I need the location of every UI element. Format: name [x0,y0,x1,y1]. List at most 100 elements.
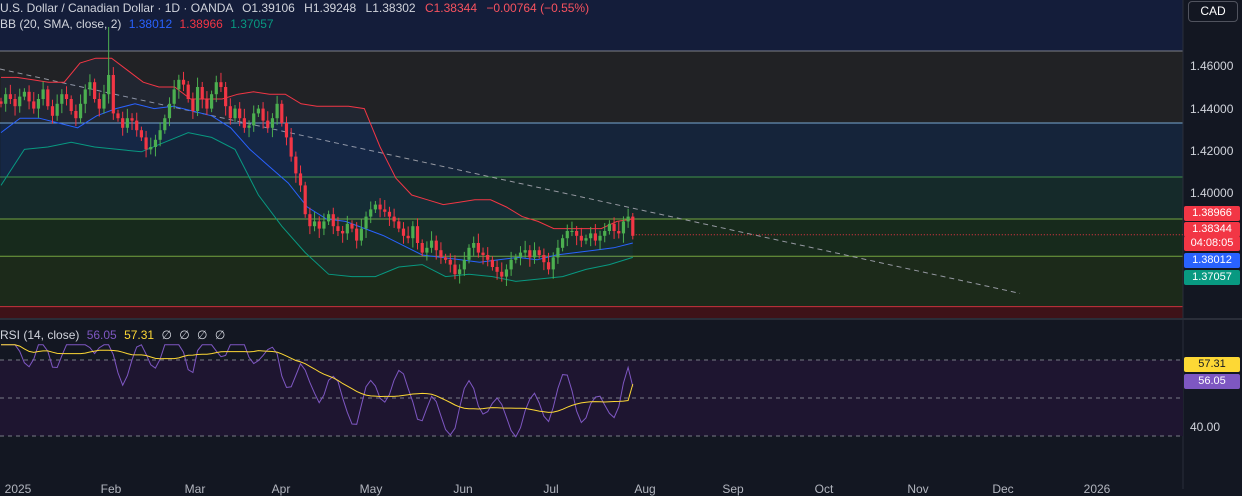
candle-body [60,94,64,104]
candle-body [41,89,45,99]
ohlc-open: O1.39106 [242,1,295,15]
candle-body [434,240,438,251]
time-tick: Oct [814,482,834,496]
candle-body [238,108,242,119]
candle-body [88,82,92,90]
candle-body [612,223,616,231]
price-tick: 1.44000 [1190,102,1234,116]
time-tick: 2026 [1083,482,1111,496]
candle-body [130,118,134,121]
candle-body [593,233,597,241]
candle-body [111,75,115,114]
candle-body [22,91,26,97]
candle-body [228,106,232,119]
candle-body [626,216,630,222]
symbol-title: U.S. Dollar / Canadian Dollar · 1D · OAN… [0,1,233,15]
bb-lower-value: 1.37057 [230,17,274,31]
candle-body [392,216,396,222]
time-tick: Apr [271,482,291,496]
candle-body [317,221,321,229]
time-tick: Sep [722,482,744,496]
candle-body [444,257,448,260]
price-tick: 1.40000 [1190,186,1234,200]
candle-body [561,238,565,248]
candle-body [102,94,106,109]
candle-body [528,250,532,258]
candle-body [27,91,31,102]
candle-body [509,259,513,270]
bb-basis-line [0,103,633,263]
candle-body [345,223,349,234]
rsi-value: 56.05 [86,328,117,342]
candle-body [219,82,223,87]
rsi-legend[interactable]: RSI (14, close) 56.05 57.31 ∅ ∅ ∅ ∅ [0,328,225,342]
candle-body [64,94,69,99]
candle-body [415,226,420,243]
candle-body [83,89,87,104]
rsi-na-1: ∅ [161,328,172,342]
candle-body [261,108,265,121]
candle-body [195,87,200,111]
candle-body [584,238,588,241]
candle-body [210,94,214,109]
time-tick: Jun [453,482,473,496]
candle-body [158,130,162,140]
candle-body [579,235,583,241]
price-zone-0 [0,0,1183,51]
candle-body [589,233,593,239]
candle-body [280,103,284,123]
candle-body [364,216,368,229]
candle-body [50,106,55,116]
candle-body [69,99,73,111]
candle-body [270,118,275,128]
candle-body [308,214,312,227]
rsi-na-2: ∅ [179,328,190,342]
candle-body [116,113,120,119]
candle-body [242,118,246,128]
bb-lower-badge: 1.37057 [1184,270,1240,285]
rsi-ma-value: 57.31 [124,328,155,342]
candle-body [284,123,289,138]
currency-button[interactable]: CAD [1188,1,1238,22]
price-tick: 1.42000 [1190,144,1234,158]
candle-body [121,118,125,128]
candle-body [256,108,260,114]
candle-body [205,99,209,109]
candle-body [542,255,546,263]
candle-body [467,247,471,260]
candle-body [32,101,36,109]
candle-body [247,125,251,128]
candle-body [135,120,139,131]
ohlc-change: −0.00764 (−0.55%) [486,1,590,15]
candle-body [355,228,359,241]
candle-body [181,79,186,85]
price-tick: 1.46000 [1190,59,1234,73]
candle-body [617,231,621,234]
candle-body [167,103,172,119]
candle-body [518,252,523,258]
candle-body [500,271,504,277]
candle-body [289,137,293,157]
candle-body [0,101,3,104]
candle-body [294,156,298,174]
candle-body [177,79,181,90]
candle-body [504,269,509,277]
candle-body [93,82,97,99]
candle-body [575,231,579,236]
bb-legend[interactable]: BB (20, SMA, close, 2) 1.38012 1.38966 1… [0,17,274,31]
rsi-na-3: ∅ [197,328,208,342]
candle-body [598,235,602,241]
candle-body [439,250,443,258]
candle-body [458,269,462,275]
candle-body [537,250,541,255]
candle-body [387,211,392,217]
candle-body [298,173,303,186]
ohlc-low: L1.38302 [365,1,416,15]
candle-body [327,214,331,222]
candle-body [546,262,551,270]
candle-body [476,243,480,253]
bb-upper-line [1,57,633,230]
time-tick: 2025 [4,482,32,496]
candle-body [565,231,569,239]
